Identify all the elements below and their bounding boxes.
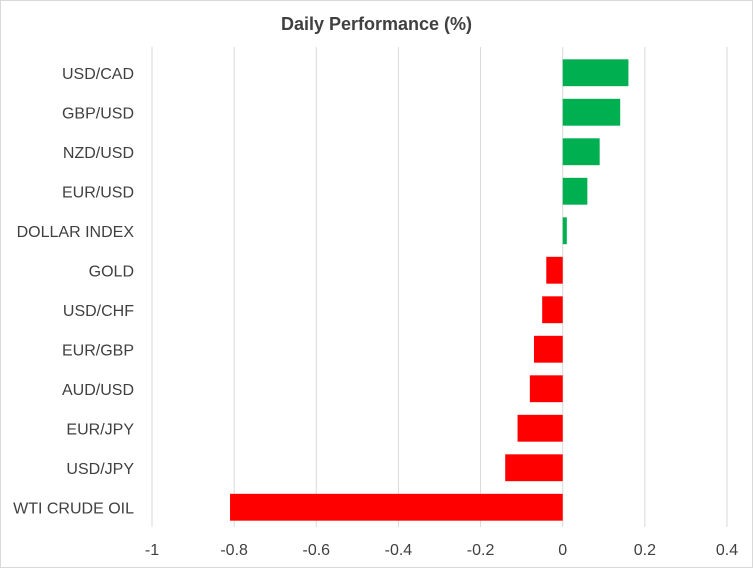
x-tick-label: -0.2 <box>467 542 495 559</box>
category-label: USD/CAD <box>62 66 134 83</box>
x-tick-label: -0.8 <box>220 542 248 559</box>
category-label: GBP/USD <box>62 105 134 122</box>
x-tick-label: 0.2 <box>634 542 656 559</box>
bar-gbp-usd <box>562 98 621 126</box>
category-label: EUR/GBP <box>62 342 134 359</box>
x-tick-label: -0.4 <box>385 542 413 559</box>
category-label: EUR/USD <box>62 184 134 201</box>
bar-dollar-index <box>562 217 567 245</box>
category-label: GOLD <box>89 263 134 280</box>
x-tick-label: -0.6 <box>302 542 330 559</box>
bar-usd-jpy <box>505 454 563 482</box>
bar-nzd-usd <box>562 138 600 166</box>
x-tick-label: -1 <box>145 542 159 559</box>
category-label: EUR/JPY <box>66 421 134 438</box>
chart-title: Daily Performance (%) <box>280 14 473 34</box>
bar-aud-usd <box>529 375 563 403</box>
x-tick-label: 0 <box>558 542 567 559</box>
category-label: USD/JPY <box>66 461 134 478</box>
category-label: WTI CRUDE OIL <box>13 500 134 517</box>
bar-eur-gbp <box>533 335 563 363</box>
category-label: DOLLAR INDEX <box>17 224 135 241</box>
bar-usd-cad <box>562 59 629 87</box>
category-label: AUD/USD <box>62 382 134 399</box>
bar-gold <box>546 256 563 284</box>
bar-usd-chf <box>542 296 563 324</box>
bar-eur-usd <box>562 177 588 205</box>
bar-eur-jpy <box>517 414 563 442</box>
category-label: USD/CHF <box>63 303 134 320</box>
bar-wti-crude-oil <box>230 493 563 521</box>
category-label: NZD/USD <box>63 145 134 162</box>
x-tick-label: 0.4 <box>716 542 738 559</box>
